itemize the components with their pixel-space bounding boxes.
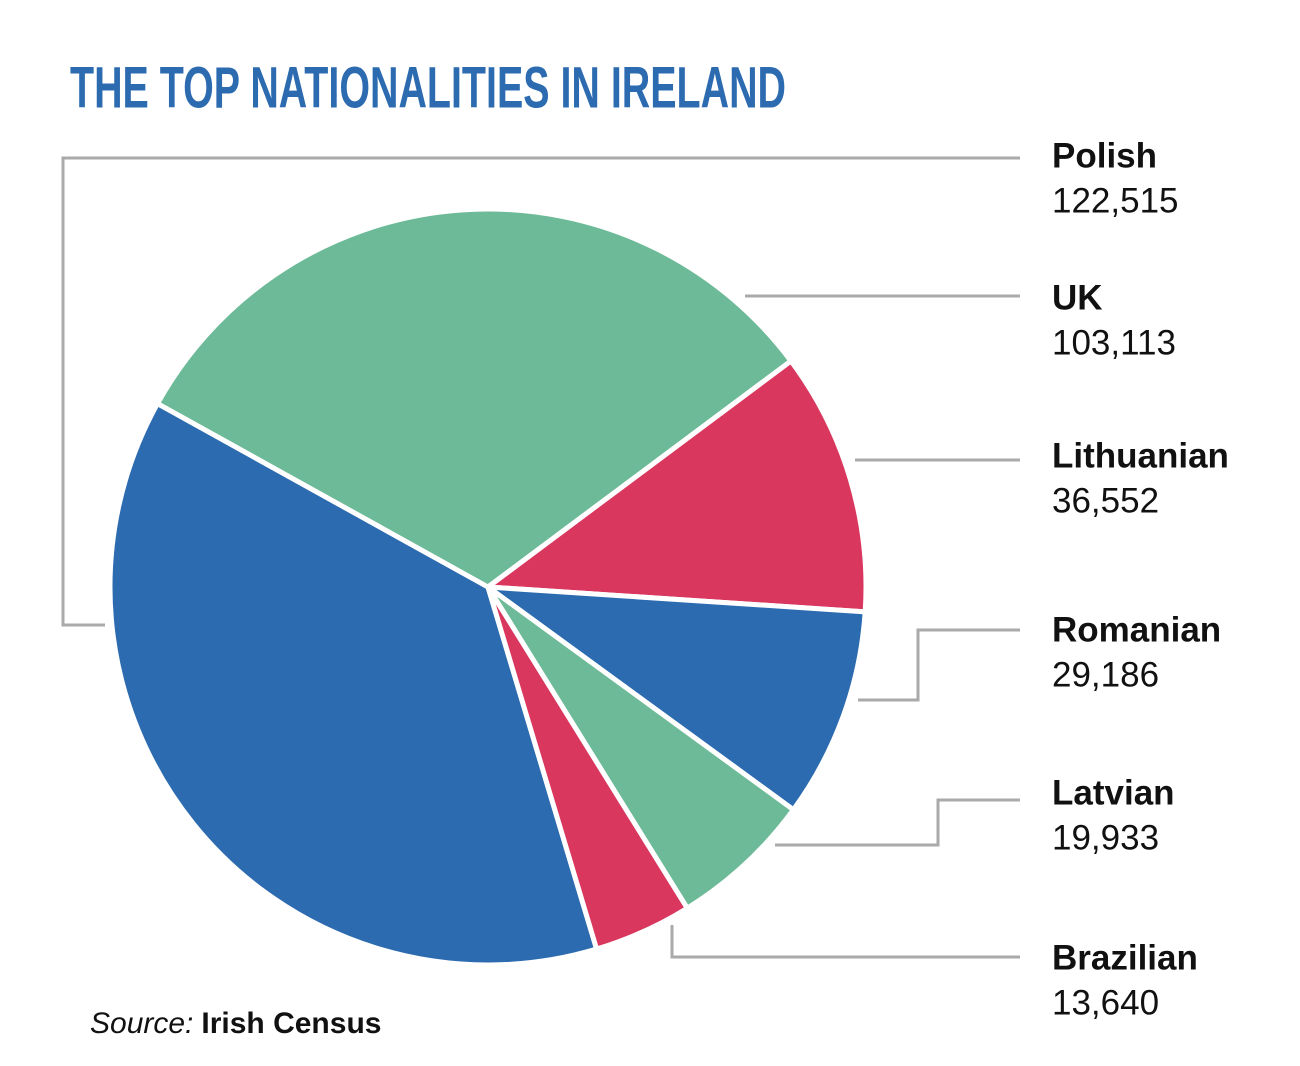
pie-slice <box>155 206 794 590</box>
pie-slice <box>485 584 796 911</box>
value-label: 122,515 <box>1052 181 1179 220</box>
leader-line <box>858 628 1020 702</box>
pie <box>107 206 869 968</box>
pie-slice <box>485 584 690 952</box>
value-label: 29,186 <box>1052 655 1159 694</box>
value-label: 19,933 <box>1052 818 1159 857</box>
legend-label: Lithuanian <box>1052 436 1229 475</box>
pie-slice <box>485 358 869 615</box>
pie-slice <box>107 401 600 968</box>
legend-label: Latvian <box>1052 773 1175 812</box>
value-label: 103,113 <box>1052 323 1176 362</box>
legend-label: Polish <box>1052 136 1157 175</box>
leader-line <box>61 156 1020 627</box>
legend-label: Brazilian <box>1052 938 1198 977</box>
leader-lines <box>61 156 1020 959</box>
source-label: Source: <box>90 1007 193 1040</box>
legend-label: Romanian <box>1052 610 1221 649</box>
source-text: Source: Irish Census <box>90 1007 381 1040</box>
value-label: 36,552 <box>1052 481 1159 520</box>
leader-line <box>775 798 1020 847</box>
legend-label: UK <box>1052 278 1103 317</box>
value-label: 13,640 <box>1052 983 1159 1022</box>
leader-line <box>670 925 1020 959</box>
source-name: Irish Census <box>201 1007 381 1040</box>
chart-title: THE TOP NATIONALITIES IN IRELAND <box>70 55 786 120</box>
pie-slice <box>485 584 868 813</box>
